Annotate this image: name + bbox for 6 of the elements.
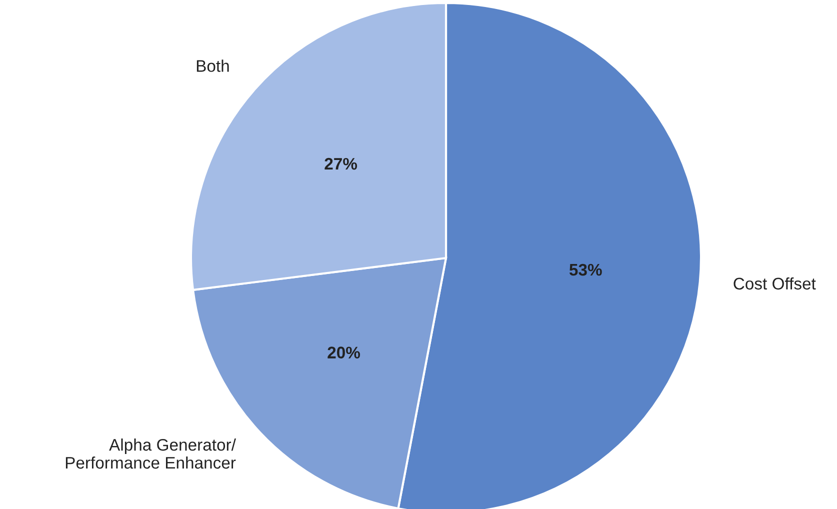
data-label: 27%	[324, 158, 358, 170]
slice-label: Both	[196, 60, 229, 72]
slice-label: Cost Offset	[734, 277, 816, 290]
data-label: 53%	[569, 264, 602, 276]
data-label: 20%	[328, 346, 360, 358]
slice-label: Alpha Generator/ Performance Enhancer	[66, 438, 236, 469]
